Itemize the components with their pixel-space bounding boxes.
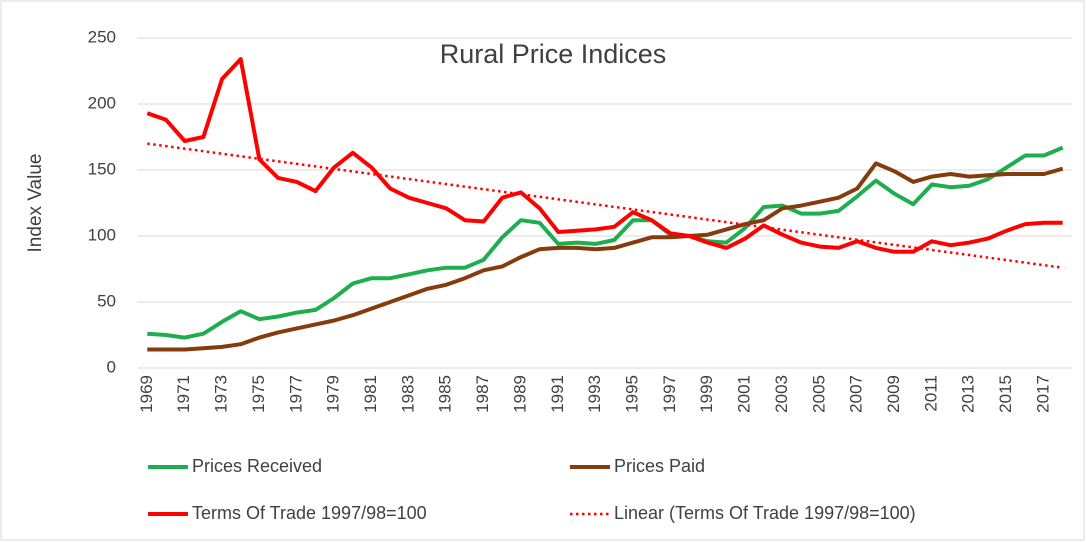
- x-tick-label: 2015: [996, 375, 1015, 413]
- x-tick-label: 1975: [249, 375, 268, 413]
- x-tick-label: 2009: [884, 375, 903, 413]
- x-tick-label: 2001: [735, 375, 754, 413]
- legend-label: Linear (Terms Of Trade 1997/98=100): [614, 503, 916, 523]
- y-tick-label: 50: [97, 291, 116, 310]
- y-tick-label: 100: [88, 225, 116, 244]
- x-tick-label: 1993: [585, 375, 604, 413]
- legend-label: Prices Paid: [614, 456, 705, 476]
- x-tick-label: 1987: [473, 375, 492, 413]
- x-tick-label: 1981: [361, 375, 380, 413]
- x-tick-label: 1973: [212, 375, 231, 413]
- series-line: [147, 161, 1064, 352]
- legend-label: Prices Received: [192, 456, 322, 476]
- y-tick-label: 0: [107, 357, 116, 376]
- y-tick-label: 200: [88, 93, 116, 112]
- x-tick-label: 2005: [809, 375, 828, 413]
- x-tick-label: 1971: [174, 375, 193, 413]
- chart-title: Rural Price Indices: [440, 39, 667, 69]
- legend-label: Terms Of Trade 1997/98=100: [192, 503, 427, 523]
- x-tick-label: 1999: [697, 375, 716, 413]
- x-tick-label: 1989: [510, 375, 529, 413]
- x-tick-label: 2003: [772, 375, 791, 413]
- trendline: [147, 142, 1063, 269]
- x-tick-label: 2007: [847, 375, 866, 413]
- y-axis-label: Index Value: [25, 154, 46, 253]
- y-tick-label: 250: [88, 27, 116, 46]
- x-tick-label: 2011: [921, 375, 940, 412]
- x-tick-label: 1977: [286, 375, 305, 413]
- x-tick-label: 1995: [623, 375, 642, 413]
- series-line: [146, 57, 1063, 254]
- y-tick-label: 150: [88, 159, 116, 178]
- x-tick-label: 1991: [548, 375, 567, 413]
- x-tick-label: 1969: [137, 375, 156, 413]
- x-tick-label: 1979: [324, 375, 343, 413]
- series-line: [147, 145, 1064, 340]
- x-tick-label: 1997: [660, 375, 679, 413]
- x-tick-label: 1983: [398, 375, 417, 413]
- x-tick-label: 2017: [1033, 375, 1052, 413]
- x-tick-label: 2013: [959, 375, 978, 413]
- x-tick-label: 1985: [436, 375, 455, 413]
